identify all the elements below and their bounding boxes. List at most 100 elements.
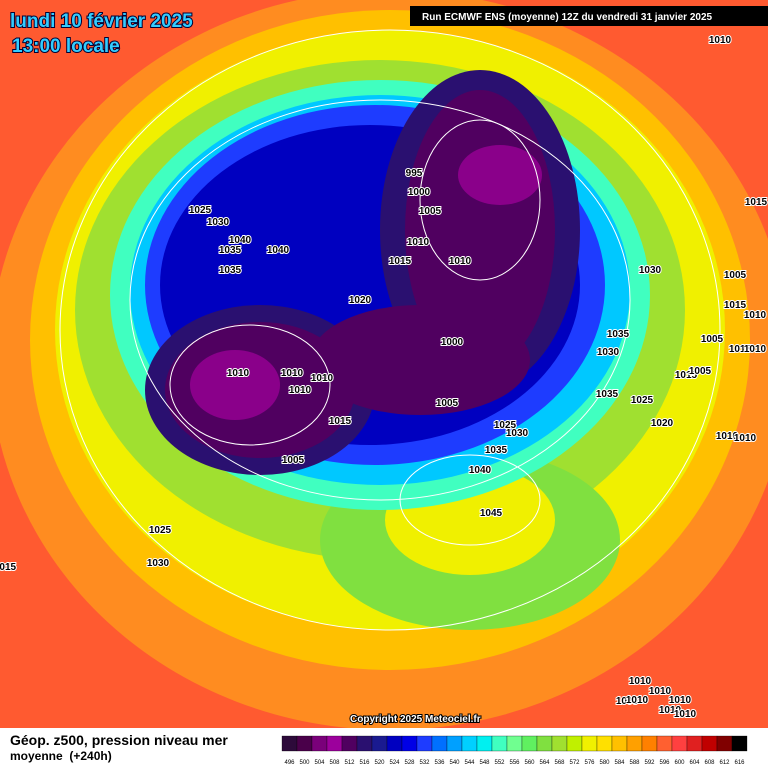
date-title: lundi 10 février 2025 — [10, 11, 193, 32]
colorbar-label: 532 — [419, 760, 430, 766]
colorbar-swatch — [626, 735, 643, 752]
isobar-label: 1005 — [701, 334, 724, 345]
colorbar-label: 496 — [284, 760, 295, 766]
isobar-label: 1010 — [709, 35, 732, 46]
colorbar-label: 592 — [644, 760, 655, 766]
colorbar: 496 500 504 508 512 516 520 524 528 532 536 540 544 5… — [281, 735, 748, 766]
colorbar-label: 500 — [299, 760, 310, 766]
colorbar-label: 508 — [329, 760, 340, 766]
isobar-label: 1045 — [480, 508, 503, 519]
isobar-label: 1040 — [229, 235, 252, 246]
colorbar-label: 516 — [359, 760, 370, 766]
colorbar-label: 564 — [539, 760, 550, 766]
isobar-label: 1010 — [649, 686, 672, 697]
isobar-label: 1025 — [494, 420, 517, 431]
colorbar-swatch — [296, 735, 313, 752]
colorbar-swatch — [476, 735, 493, 752]
isobar-label: 1010 — [716, 431, 739, 442]
isobar-label: 1035 — [219, 245, 242, 256]
colorbar-label: 600 — [674, 760, 685, 766]
isobar-label: 1030 — [639, 265, 662, 276]
isobar-label: 1010 — [669, 695, 692, 706]
colorbar-swatch — [341, 735, 358, 752]
colorbar-label: 556 — [509, 760, 520, 766]
isobar-label: 1020 — [651, 418, 674, 429]
colorbar-label: 540 — [449, 760, 460, 766]
isobar-label: 1015 — [675, 370, 698, 381]
colorbar-label: 524 — [389, 760, 400, 766]
colorbar-label: 528 — [404, 760, 415, 766]
colorbar-label: 612 — [719, 760, 730, 766]
colorbar-swatch — [701, 735, 718, 752]
isobar-label: 1025 — [631, 395, 654, 406]
colorbar-swatch — [386, 735, 403, 752]
isobar-label: 1025 — [189, 205, 212, 216]
map-background — [0, 0, 768, 730]
colorbar-swatch — [431, 735, 448, 752]
colorbar-label: 560 — [524, 760, 535, 766]
isobar-label: 1015 — [745, 197, 768, 208]
colorbar-swatch — [446, 735, 463, 752]
colorbar-swatch — [491, 735, 508, 752]
colorbar-swatch — [536, 735, 553, 752]
colorbar-swatch — [326, 735, 343, 752]
run-box — [410, 6, 768, 26]
colorbar-label: 512 — [344, 760, 355, 766]
isobar-label: 1010 — [744, 310, 767, 321]
colorbar-swatch — [671, 735, 688, 752]
isobar-label: 1015 — [329, 416, 352, 427]
colorbar-label: 584 — [614, 760, 625, 766]
colorbar-swatch — [281, 735, 298, 752]
isobar-label: 1005 — [689, 366, 712, 377]
colorbar-swatch — [641, 735, 658, 752]
footer-title: Géop. z500, pression niveau mer — [10, 732, 228, 748]
isobar-label: 1030 — [147, 558, 170, 569]
colorbar-swatch — [596, 735, 613, 752]
isobar-label: 1010 — [281, 368, 304, 379]
time-title: 13:00 locale — [12, 36, 120, 57]
isobar-label: 1015 — [0, 562, 17, 573]
isobar-label: 1010 — [744, 344, 767, 355]
isobar-label: 1015 — [729, 344, 752, 355]
isobar-label: 1015 — [389, 256, 412, 267]
colorbar-label: 576 — [584, 760, 595, 766]
isobar-label: 1035 — [596, 389, 619, 400]
colorbar-label: 568 — [554, 760, 565, 766]
isobar-label: 995 — [406, 168, 423, 179]
footer-subtitle: moyenne (+240h) — [10, 749, 112, 763]
isobar-label: 1035 — [485, 445, 508, 456]
isobar-label: 1030 — [506, 428, 529, 439]
isobar-label: 1000 — [441, 337, 464, 348]
colorbar-swatch — [656, 735, 673, 752]
isobar-label: 1010 — [674, 709, 697, 720]
colorbar-label: 608 — [704, 760, 715, 766]
colorbar-swatch — [521, 735, 538, 752]
colorbar-label: 604 — [689, 760, 700, 766]
isobar-label: 1010 — [449, 256, 472, 267]
isobar-label: 1035 — [219, 265, 242, 276]
colorbar-label: 616 — [734, 760, 745, 766]
isobar-label: 1005 — [616, 696, 639, 707]
colorbar-swatch — [581, 735, 598, 752]
isobar-label: 1010 — [227, 368, 250, 379]
isobar-label: 1035 — [607, 329, 630, 340]
colorbar-label: 588 — [629, 760, 640, 766]
colorbar-label: 544 — [464, 760, 475, 766]
copyright: Copyright 2025 Meteociel.fr — [350, 714, 481, 725]
colorbar-label: 548 — [479, 760, 490, 766]
isobar-label: 1040 — [267, 245, 290, 256]
colorbar-swatch — [401, 735, 418, 752]
isobar-label: 1010 — [289, 385, 312, 396]
colorbar-label: 504 — [314, 760, 325, 766]
isobar-label: 1020 — [349, 295, 372, 306]
isobar-label: 1005 — [436, 398, 459, 409]
colorbar-label: 580 — [599, 760, 610, 766]
isobar-label: 1005 — [724, 270, 747, 281]
colorbar-swatch — [716, 735, 733, 752]
colorbar-swatch — [356, 735, 373, 752]
isobar-label: 1010 — [734, 433, 757, 444]
isobar-label: 1010 — [407, 237, 430, 248]
isobar-label: 1015 — [724, 300, 747, 311]
